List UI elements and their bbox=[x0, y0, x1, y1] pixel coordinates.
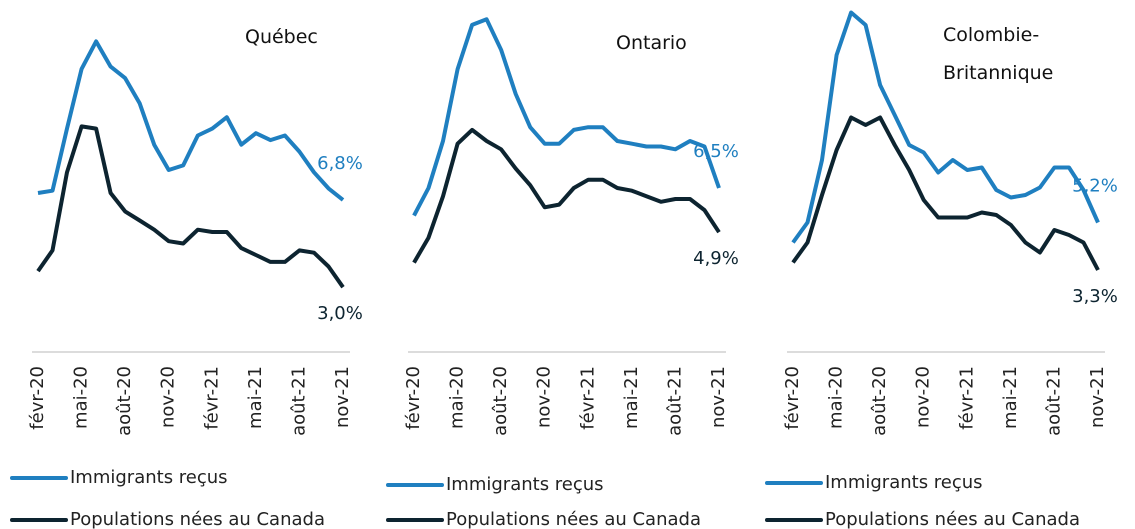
value-label: 6,5% bbox=[693, 141, 739, 162]
x-tick-label: févr-20 bbox=[782, 366, 803, 430]
series-line bbox=[791, 115, 1100, 271]
x-tick-label: mai-21 bbox=[1000, 366, 1021, 429]
value-label: 6,8% bbox=[317, 153, 363, 174]
x-tick-label: mai-21 bbox=[621, 366, 642, 429]
legend-label: Immigrants reçus bbox=[825, 472, 983, 493]
legend-label: Populations nées au Canada bbox=[446, 509, 701, 529]
x-tick-label: mai-20 bbox=[447, 366, 468, 429]
x-tick-label: nov-21 bbox=[332, 366, 353, 428]
series-line bbox=[412, 17, 721, 217]
x-tick-label: août-20 bbox=[114, 366, 135, 436]
x-tick-label: août-21 bbox=[1043, 366, 1064, 436]
value-label: 3,0% bbox=[317, 303, 363, 324]
legend-label: Populations nées au Canada bbox=[825, 509, 1080, 529]
chart-title: Colombie-Britannique bbox=[943, 24, 1054, 84]
series-line bbox=[36, 124, 345, 289]
series-line bbox=[37, 39, 345, 202]
chart-panel: févr-20 mai-20 août-20 nov-20 févr-21 mai-21 a… bbox=[755, 0, 1133, 529]
x-tick-label: mai-20 bbox=[826, 366, 847, 429]
value-label: 4,9% bbox=[693, 248, 739, 269]
series-line bbox=[791, 10, 1100, 244]
value-label: 3,3% bbox=[1072, 286, 1118, 307]
x-tick-label: févr-21 bbox=[201, 366, 222, 430]
chart-panel: févr-20 mai-20 août-20 nov-20 févr-21 mai-21 a… bbox=[376, 0, 754, 529]
chart-title: Québec bbox=[245, 26, 318, 48]
chart: févr-20 mai-20 août-20 nov-20 févr-21 mai-21 a… bbox=[386, 17, 739, 529]
series-line bbox=[412, 127, 721, 264]
x-tick-label: févr-21 bbox=[956, 366, 977, 430]
x-tick-label: août-20 bbox=[869, 366, 890, 436]
chart-panel: févr-20 mai-20 août-20 nov-20 févr-21 mai-21 a… bbox=[0, 0, 378, 529]
x-tick-label: févr-21 bbox=[577, 366, 598, 430]
value-label: 5,2% bbox=[1072, 176, 1118, 197]
legend-label: Immigrants reçus bbox=[70, 467, 228, 488]
chart: févr-20 mai-20 août-20 nov-20 févr-21 mai-21 a… bbox=[10, 39, 363, 529]
x-tick-label: févr-20 bbox=[27, 366, 48, 430]
x-tick-label: nov-20 bbox=[534, 366, 555, 428]
x-tick-label: mai-20 bbox=[71, 366, 92, 429]
legend-label: Populations nées au Canada bbox=[70, 509, 325, 529]
x-tick-label: nov-20 bbox=[913, 366, 934, 428]
chart: févr-20 mai-20 août-20 nov-20 févr-21 mai-21 a… bbox=[765, 10, 1118, 529]
x-tick-label: août-20 bbox=[490, 366, 511, 436]
x-tick-label: août-21 bbox=[664, 366, 685, 436]
x-tick-label: févr-20 bbox=[403, 366, 424, 430]
x-tick-label: nov-20 bbox=[158, 366, 179, 428]
x-tick-label: mai-21 bbox=[245, 366, 266, 429]
x-tick-label: nov-21 bbox=[708, 366, 729, 428]
x-tick-label: nov-21 bbox=[1087, 366, 1108, 428]
legend-label: Immigrants reçus bbox=[446, 474, 604, 495]
x-tick-label: août-21 bbox=[288, 366, 309, 436]
chart-title: Ontario bbox=[616, 32, 687, 54]
